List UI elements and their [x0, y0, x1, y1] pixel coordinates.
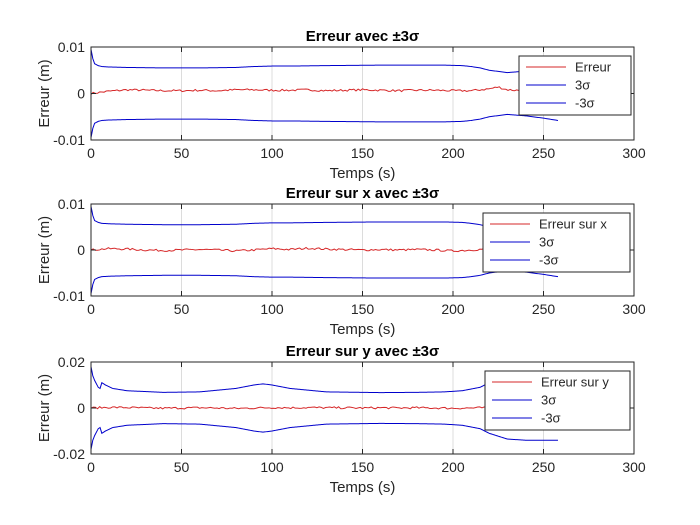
series-line-1: [90, 246, 559, 253]
y-tick-label: -0.02: [53, 446, 85, 462]
series-line-3: [90, 422, 558, 450]
series-line-2: [90, 206, 559, 230]
y-axis-label: Erreur (m): [36, 59, 53, 127]
x-tick-label: 100: [260, 145, 284, 161]
x-tick-label: 200: [441, 145, 465, 161]
x-axis-label: Temps (s): [330, 321, 396, 338]
series-line-3: [90, 113, 559, 138]
y-tick-label: -0.01: [53, 288, 85, 304]
series-line-1: [90, 406, 559, 410]
series-group: [90, 366, 559, 450]
x-tick-label: 0: [87, 301, 95, 317]
legend-label-1: Erreur: [575, 60, 612, 75]
x-tick-label: 150: [351, 301, 375, 317]
series-line-1: [90, 86, 559, 95]
y-tick-label: -0.01: [53, 132, 85, 148]
x-tick-label: 200: [441, 459, 465, 475]
chart-title: Erreur avec ±3σ: [306, 28, 420, 45]
x-tick-label: 250: [532, 301, 556, 317]
legend-label-3: -3σ: [575, 96, 595, 111]
x-tick-label: 150: [351, 145, 375, 161]
x-tick-label: 0: [87, 145, 95, 161]
x-tick-label: 200: [441, 301, 465, 317]
legend-label-2: 3σ: [541, 393, 556, 408]
x-tick-label: 0: [87, 459, 95, 475]
legend-label-3: -3σ: [541, 411, 561, 426]
y-tick-label: 0.01: [58, 39, 85, 55]
x-tick-label: 150: [351, 459, 375, 475]
x-tick-label: 100: [260, 301, 284, 317]
legend-label-1: Erreur sur y: [541, 375, 609, 390]
x-tick-label: 100: [260, 459, 284, 475]
x-tick-label: 250: [532, 145, 556, 161]
legend: Erreur sur y 3σ -3σ: [484, 370, 631, 431]
x-tick-label: 300: [622, 301, 646, 317]
legend-label-2: 3σ: [539, 235, 554, 250]
series-line-3: [90, 270, 559, 294]
x-axis-label: Temps (s): [330, 165, 396, 182]
legend: Erreur sur x 3σ -3σ: [482, 212, 631, 273]
series-group: [90, 49, 559, 138]
x-tick-label: 300: [622, 459, 646, 475]
series-line-2: [90, 49, 559, 74]
series-group: [90, 206, 559, 294]
series-line-2: [90, 366, 558, 394]
x-tick-label: 50: [174, 301, 190, 317]
chart-title: Erreur sur y avec ±3σ: [286, 343, 440, 360]
y-axis-label: Erreur (m): [36, 216, 53, 284]
legend-label-1: Erreur sur x: [539, 217, 607, 232]
y-tick-label: 0: [77, 86, 85, 102]
y-axis-label: Erreur (m): [36, 374, 53, 442]
x-axis-label: Temps (s): [330, 479, 396, 496]
y-tick-label: 0.02: [58, 354, 85, 370]
y-tick-label: 0.01: [58, 196, 85, 212]
x-tick-label: 300: [622, 145, 646, 161]
legend-label-3: -3σ: [539, 253, 559, 268]
x-tick-label: 250: [532, 459, 556, 475]
y-tick-label: 0: [77, 400, 85, 416]
legend-label-2: 3σ: [575, 78, 590, 93]
x-tick-label: 50: [174, 459, 190, 475]
chart-title: Erreur sur x avec ±3σ: [286, 185, 440, 202]
y-tick-label: 0: [77, 242, 85, 258]
x-tick-label: 50: [174, 145, 190, 161]
legend: Erreur 3σ -3σ: [518, 55, 632, 116]
